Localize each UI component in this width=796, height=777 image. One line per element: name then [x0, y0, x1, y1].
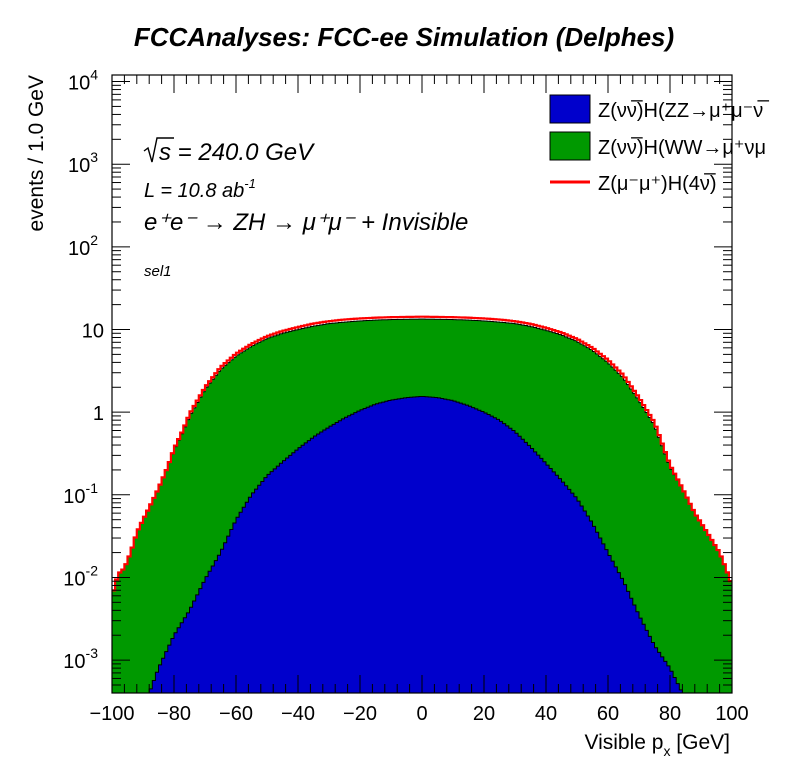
- series-line-4nu: [112, 315, 732, 592]
- y-tick-label: 104: [68, 67, 98, 95]
- x-tick-label: −100: [89, 703, 134, 725]
- sqrt-symbol: [143, 137, 174, 163]
- legend-swatch: [549, 131, 591, 161]
- y-tick-label: 1: [93, 403, 104, 425]
- sqrt-s-text: s = 240.0 GeV: [159, 139, 315, 166]
- legend-label: Z(μ⁻μ⁺)H(4ν̅): [598, 172, 717, 195]
- lumi-text: L = 10.8 ab: [144, 180, 244, 202]
- x-tick-label: 80: [659, 703, 681, 725]
- y-tick-label: 10: [82, 321, 104, 343]
- legend-label: Z(νν̅)H(WW→μ⁺νμ: [598, 136, 766, 159]
- x-tick-label: 0: [416, 703, 427, 725]
- y-axis-label: events / 1.0 GeV: [25, 75, 48, 231]
- axis-ticks: [111, 75, 733, 694]
- x-tick-labels: −100 −80 −60 −40 −20 0 20 40 60 80 100: [89, 703, 748, 725]
- legend-entry-zz: Z(νν̅)H(ZZ→μ⁺μ⁻ν̅: [549, 94, 769, 124]
- chart-title: FCCAnalyses: FCC-ee Simulation (Delphes): [134, 22, 674, 52]
- y-tick-label: 103: [68, 149, 98, 177]
- y-tick-label: 10-1: [63, 480, 98, 508]
- y-tick-label: 102: [68, 232, 98, 260]
- x-tick-label: 60: [597, 703, 619, 725]
- annotation-sqrt-s: s = 240.0 GeV: [143, 137, 315, 166]
- series-fill-layer: [112, 318, 732, 693]
- x-tick-label: 20: [473, 703, 495, 725]
- legend: Z(νν̅)H(ZZ→μ⁺μ⁻ν̅ Z(νν̅)H(WW→μ⁺νμ Z(μ⁻μ⁺)H…: [549, 94, 769, 195]
- series-line-layer: [112, 315, 732, 592]
- annotation-process: e⁺e⁻ → ZH → μ⁺μ⁻ + Invisible: [144, 209, 468, 236]
- annotation-luminosity: L = 10.8 ab-1: [144, 176, 256, 202]
- x-axis-label: Visible px [GeV]: [584, 731, 730, 759]
- y-tick-labels: 10-3 10-2 10-1 1 10 102 103 104: [63, 67, 104, 674]
- legend-entry-4nu: Z(μ⁻μ⁺)H(4ν̅): [550, 172, 717, 195]
- annotation-selection: sel1: [144, 263, 172, 280]
- legend-label: Z(νν̅)H(ZZ→μ⁺μ⁻ν̅: [598, 99, 769, 122]
- x-tick-label: −40: [281, 703, 315, 725]
- x-tick-label: −20: [343, 703, 377, 725]
- x-tick-label: −80: [157, 703, 191, 725]
- x-tick-label: 40: [535, 703, 557, 725]
- lumi-exp: -1: [244, 176, 256, 191]
- series-fill-zz: [148, 396, 683, 693]
- x-tick-label: −60: [219, 703, 253, 725]
- y-tick-label: 10-3: [63, 645, 98, 673]
- legend-entry-ww: Z(νν̅)H(WW→μ⁺νμ: [549, 131, 766, 161]
- x-tick-label: 100: [715, 703, 748, 725]
- y-tick-label: 10-2: [63, 562, 98, 590]
- legend-swatch: [549, 94, 591, 124]
